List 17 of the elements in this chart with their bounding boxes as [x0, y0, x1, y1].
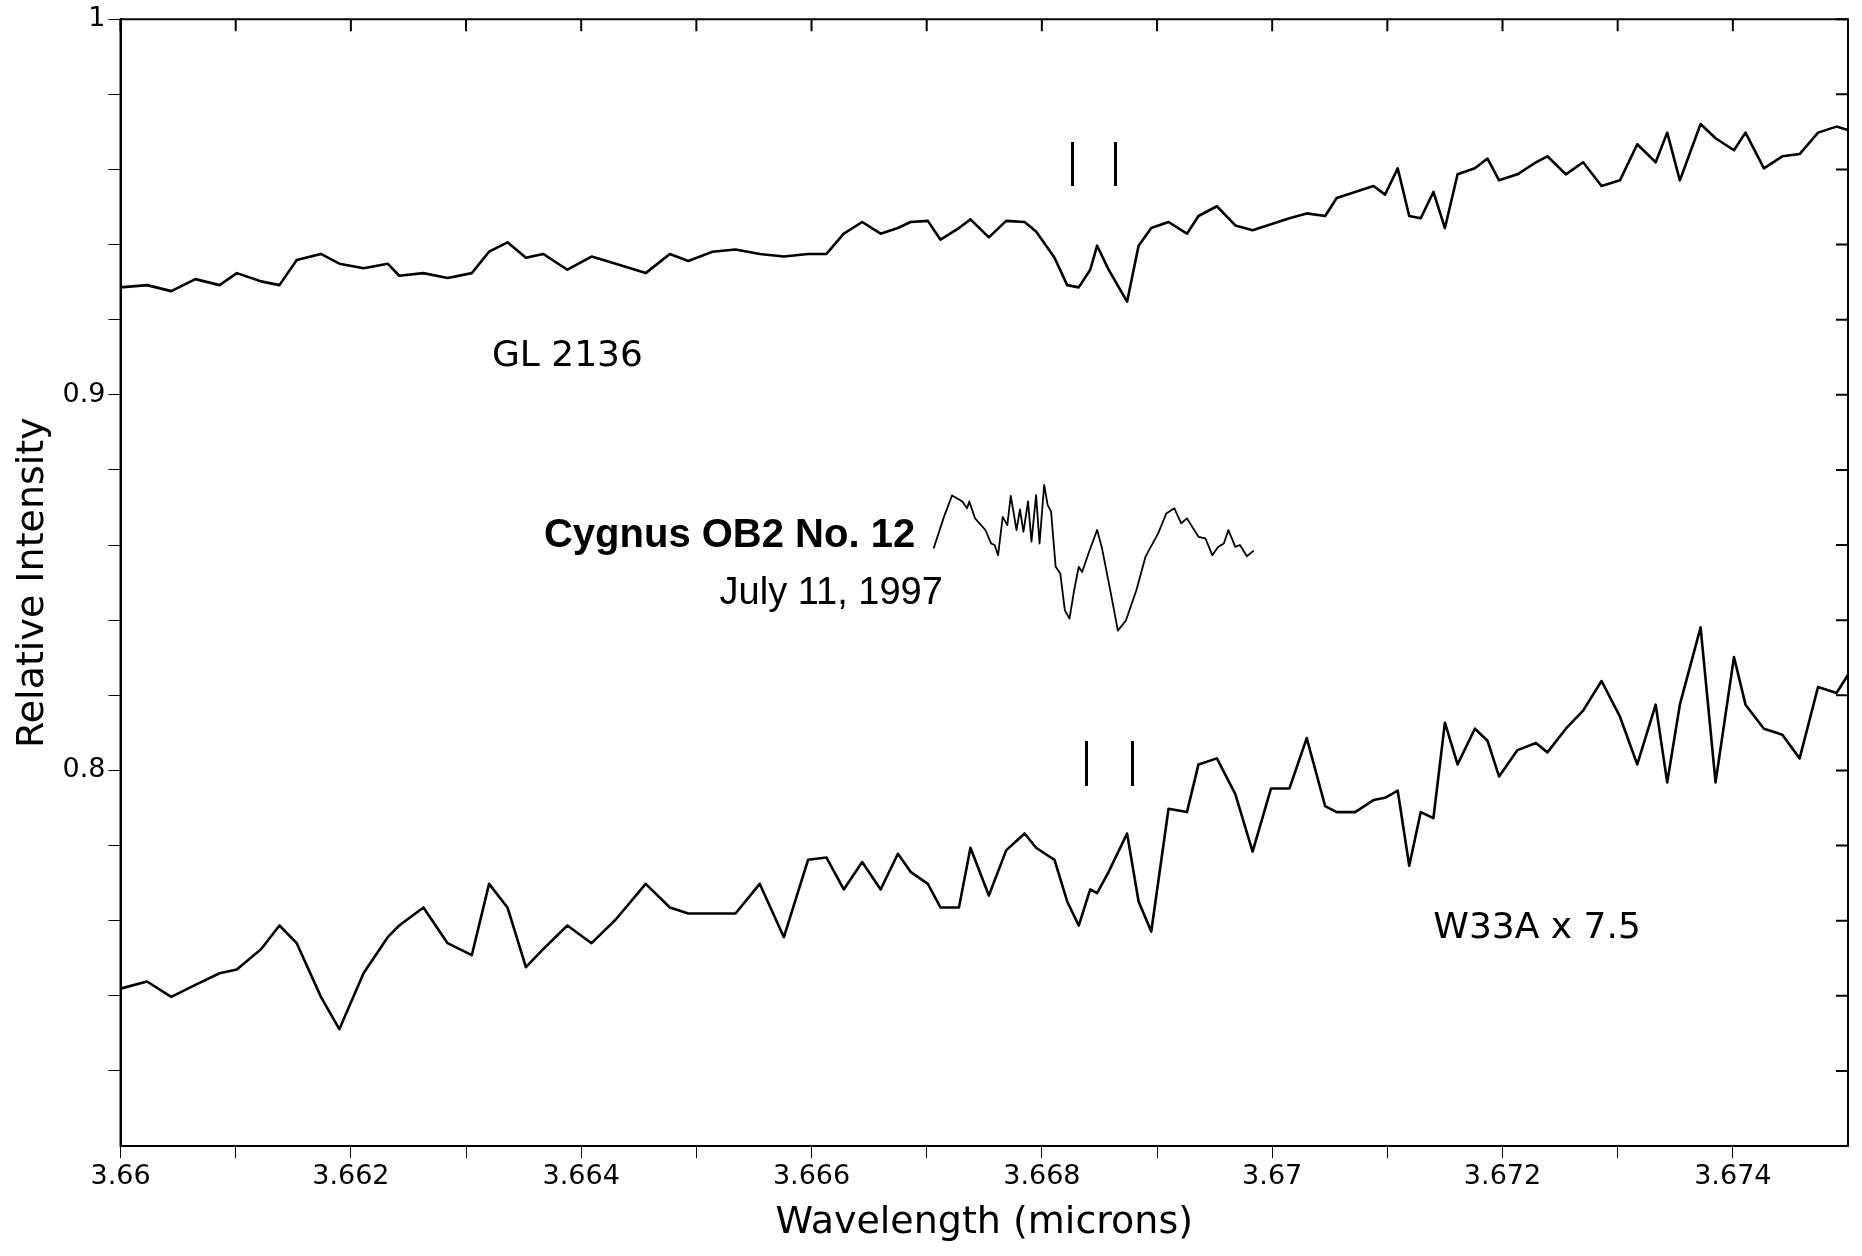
y-tick-label: 1: [88, 1, 106, 33]
series-label: Cygnus OB2 No. 12: [543, 510, 916, 555]
series-label: GL 2136: [491, 332, 643, 374]
series-label: W33A x 7.5: [1433, 905, 1641, 947]
annotation: July 11, 1997: [719, 570, 943, 613]
y-tick-label: 0.9: [62, 376, 106, 408]
x-tick-label: 3.67: [1242, 1159, 1303, 1191]
x-tick-label: 3.674: [1694, 1159, 1772, 1191]
x-tick-label: 3.66: [90, 1159, 151, 1191]
y-tick-label: 0.8: [62, 752, 106, 784]
y-axis-title: Relative Intensity: [7, 417, 52, 748]
x-tick-label: 3.662: [312, 1159, 390, 1191]
x-axis-title: Wavelength (microns): [775, 1198, 1194, 1243]
x-tick-label: 3.668: [1003, 1159, 1081, 1191]
x-tick-label: 3.672: [1463, 1159, 1542, 1191]
x-tick-label: 3.666: [772, 1159, 851, 1191]
x-tick-label: 3.664: [542, 1159, 620, 1191]
